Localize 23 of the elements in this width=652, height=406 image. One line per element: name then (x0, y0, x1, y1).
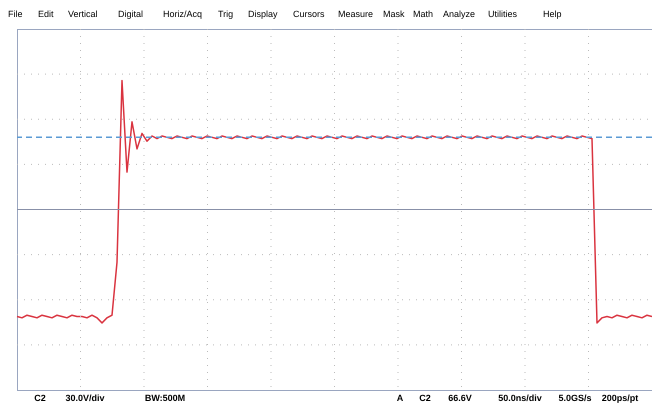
text: C2 (34, 393, 46, 403)
text: Utilities (488, 9, 518, 19)
text: 5.0GS/s (558, 393, 592, 403)
text: Cursors (293, 9, 326, 19)
text: 200ps/pt (602, 393, 638, 403)
text: Display (248, 9, 278, 19)
text: 66.6V (448, 393, 472, 403)
text: Measure (338, 9, 374, 19)
text: Digital (118, 9, 144, 19)
text: Help (543, 9, 562, 19)
text: BW:500M (144, 393, 186, 403)
text: Vertical (68, 9, 98, 19)
text: Math (413, 9, 434, 19)
text: Edit (38, 9, 54, 19)
text: Analyze (443, 9, 476, 19)
text: C2 (419, 393, 431, 403)
text: 50.0ns/div (498, 393, 542, 403)
text: A (396, 393, 404, 403)
text: File (8, 9, 23, 19)
text: Mask (383, 9, 405, 19)
text: Trig (218, 9, 234, 19)
text: 30.0V/div (65, 393, 105, 403)
text: Horiz/Acq (163, 9, 202, 19)
